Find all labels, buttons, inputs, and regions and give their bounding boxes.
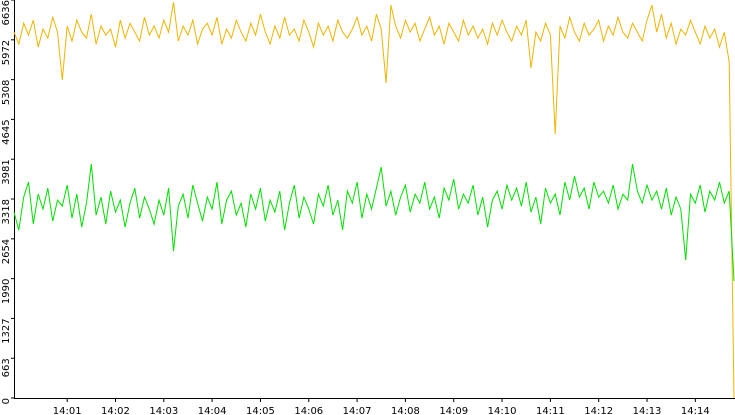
- x-tick-label: 14:05: [246, 406, 275, 415]
- y-tick-label: 663: [1, 358, 12, 377]
- y-tick-label: 5308: [1, 80, 12, 105]
- x-tick-label: 14:04: [198, 406, 227, 415]
- x-tick-label: 14:03: [149, 406, 178, 415]
- y-tick-label: 3318: [1, 199, 12, 224]
- x-tick-label: 14:07: [343, 406, 372, 415]
- x-tick-label: 14:01: [53, 406, 82, 415]
- x-tick-label: 14:08: [391, 406, 420, 415]
- y-tick-label: 1990: [1, 279, 12, 304]
- x-tick-label: 14:06: [294, 406, 323, 415]
- series-line: [13, 2, 735, 399]
- x-tick-label: 14:12: [584, 406, 613, 415]
- y-tick-label: 5972: [1, 40, 12, 65]
- x-tick-label: 14:13: [633, 406, 662, 415]
- y-tick-label: 4645: [1, 119, 12, 144]
- x-tick-label: 14:02: [101, 406, 130, 415]
- y-tick-label: 0: [1, 398, 12, 404]
- x-tick-label: 14:11: [536, 406, 565, 415]
- y-tick-label: 1327: [1, 318, 12, 343]
- y-tick-label: 6636: [1, 0, 12, 25]
- x-tick-label: 14:14: [681, 406, 710, 415]
- x-tick-label: 14:10: [488, 406, 517, 415]
- y-tick-label: 3981: [1, 159, 12, 184]
- y-tick-label: 2654: [1, 239, 12, 264]
- x-tick-label: 14:09: [439, 406, 468, 415]
- series-line: [13, 164, 735, 282]
